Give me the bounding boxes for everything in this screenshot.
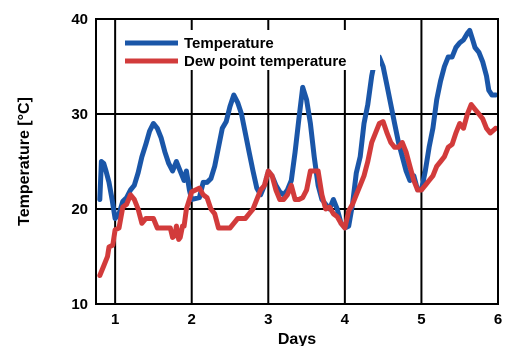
x-tick-label-4: 4 — [341, 311, 350, 328]
x-tick-label-6: 6 — [494, 311, 502, 328]
series-line-temperature — [97, 27, 499, 231]
legend: Temperature Dew point temperature — [118, 30, 380, 70]
y-tick-label-30: 30 — [71, 106, 88, 123]
y-tick-labels: 10 20 30 40 — [71, 11, 88, 313]
legend-label-dew-point: Dew point temperature — [184, 53, 347, 70]
legend-label-temperature: Temperature — [184, 35, 274, 52]
series-line-dew-point — [97, 102, 499, 278]
x-axis-title: Days — [278, 331, 316, 346]
plot-frame — [95, 18, 499, 305]
y-tick-label-10: 10 — [71, 296, 88, 313]
x-tick-label-3: 3 — [264, 311, 272, 328]
x-tick-labels: 1 2 3 4 5 6 — [111, 311, 502, 328]
y-tick-label-40: 40 — [71, 11, 88, 28]
y-axis-title: Temperature [°C] — [16, 97, 33, 226]
x-tick-label-2: 2 — [188, 311, 196, 328]
x-tick-label-5: 5 — [417, 311, 425, 328]
x-tick-label-1: 1 — [111, 311, 119, 328]
y-tick-label-20: 20 — [71, 201, 88, 218]
series-lines — [97, 27, 499, 278]
